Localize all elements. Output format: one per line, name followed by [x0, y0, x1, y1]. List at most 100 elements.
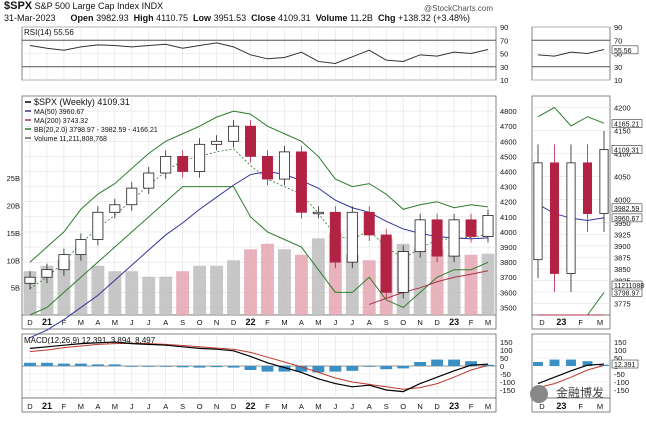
- zoom-bollinger-upper-line: [537, 106, 605, 127]
- macd-histogram-bar: [397, 366, 410, 369]
- zoom-macd-last-box: [611, 359, 639, 369]
- volume-bar: [176, 271, 190, 315]
- zoom-rsi-tick-label: 30: [614, 63, 622, 72]
- macd-histogram-bar: [176, 366, 189, 368]
- x-tick-label: M: [315, 318, 321, 327]
- zoom-price-tick-label: 3875: [614, 253, 631, 262]
- zoom-price-tick-label: 4050: [614, 173, 631, 182]
- x-tick-label: N: [417, 318, 422, 327]
- price-tick-label: 3800: [500, 258, 517, 267]
- zoom-x-tick-label: D: [539, 318, 545, 327]
- x-tick-label-bottom: 22: [246, 401, 256, 411]
- volume-bar: [447, 254, 461, 315]
- candle-body: [143, 172, 155, 189]
- volume-bar: [142, 276, 156, 315]
- candle-body: [228, 125, 240, 142]
- x-tick-label: 22: [246, 317, 256, 327]
- zoom-macd-signal-line: [537, 364, 605, 389]
- candle-body: [41, 269, 53, 278]
- x-tick-label-bottom: M: [78, 402, 84, 411]
- macd-histogram-bar: [24, 362, 36, 366]
- low-label: Low: [193, 13, 212, 23]
- rsi-tick-label: 70: [500, 36, 508, 45]
- x-tick-label: M: [485, 318, 491, 327]
- candle-body: [329, 211, 341, 263]
- rsi-label: RSI(14) 55.56: [24, 28, 74, 37]
- zoom-rsi-tick-label: 10: [614, 76, 622, 85]
- high-value: 4110.75: [156, 13, 189, 23]
- volume-bar: [261, 243, 274, 315]
- zoom-price-last-box: [611, 203, 643, 213]
- index-name: S&P 500 Large Cap Index INDX: [34, 1, 164, 11]
- zoom-x-tick-label: F: [578, 318, 583, 327]
- volume-bar: [227, 260, 241, 315]
- macd-histogram-bar: [261, 366, 274, 372]
- bollinger-lower-line: [29, 186, 489, 316]
- ohlc-row: 31-Mar-2023 Open 3982.93 High 4110.75 Lo…: [4, 13, 470, 24]
- bollinger-middle-line: [29, 148, 489, 289]
- macd-histogram-bar: [41, 362, 53, 366]
- macd-tick-label: 50: [500, 354, 508, 363]
- macd-histogram-bar: [142, 366, 155, 367]
- volume-bar: [40, 265, 54, 315]
- candle-body: [194, 143, 206, 172]
- macd-histogram-bar: [465, 361, 477, 366]
- price-label: $SPX (Weekly) 4109.31: [34, 97, 130, 107]
- macd-tick-label: 150: [500, 338, 513, 347]
- price-tick-label: 4500: [500, 152, 517, 161]
- zoom-macd-histogram-bar: [582, 361, 593, 366]
- candle-body: [177, 156, 189, 172]
- candle-body: [261, 156, 273, 180]
- macd-line: [29, 341, 489, 393]
- x-tick-label-bottom: A: [163, 402, 168, 411]
- x-tick-label: J: [350, 318, 354, 327]
- legend-ma50: MA(50) 3960.67: [34, 109, 84, 116]
- legend-bb: BB(20,2.0) 3798.97 - 3982.59 - 4166.21: [34, 127, 158, 134]
- macd-tick-label: 100: [500, 346, 513, 355]
- volume-bar: [91, 265, 105, 315]
- x-tick-label-bottom: M: [112, 402, 118, 411]
- zoom-price-last-label: 11211088: [614, 283, 644, 290]
- zoom-macd-tick-label: 50: [614, 354, 622, 363]
- x-tick-label-bottom: A: [95, 402, 100, 411]
- zoom-x-tick-label-bottom: F: [578, 402, 583, 411]
- zoom-x-tick-label-bottom: M: [597, 402, 603, 411]
- candle-body: [75, 239, 87, 255]
- x-tick-label-bottom: S: [384, 402, 389, 411]
- candle-body: [58, 254, 70, 271]
- candle-body: [295, 151, 307, 213]
- zoom-macd-tick-label: 150: [614, 338, 627, 347]
- macd-histogram-bar: [57, 363, 70, 366]
- volume-bar: [244, 249, 257, 315]
- x-tick-label: 23: [449, 317, 459, 327]
- volume-bar: [108, 271, 122, 315]
- macd-histogram-bar: [380, 366, 393, 370]
- close-label: Close: [251, 13, 276, 23]
- x-tick-label: S: [180, 318, 185, 327]
- bollinger-upper-line: [29, 110, 489, 263]
- zoom-x-tick-label-bottom: D: [539, 402, 545, 411]
- x-tick-label: F: [469, 318, 474, 327]
- volume-tick-label: 15B: [7, 229, 20, 238]
- x-tick-label: O: [197, 318, 203, 327]
- zoom-price-tick-label: 3850: [614, 265, 631, 274]
- x-tick-label-bottom: A: [299, 402, 304, 411]
- volume-bar: [74, 254, 88, 315]
- zoom-price-last-label: 4165.21: [614, 122, 639, 129]
- macd-histogram-bar: [431, 359, 444, 366]
- zoom-price-last-box: [611, 213, 643, 223]
- x-tick-label-bottom: A: [367, 402, 372, 411]
- price-tick-label: 4700: [500, 122, 517, 131]
- x-tick-label-bottom: J: [147, 402, 151, 411]
- volume-bar: [294, 254, 308, 315]
- macd-label: MACD(12,26,9) 12.391, 3.894, 8.497: [24, 336, 156, 345]
- price-tick-label: 3900: [500, 243, 517, 252]
- price-tick-label: 3600: [500, 288, 517, 297]
- zoom-candle-body: [582, 162, 593, 214]
- macd-histogram-bar: [74, 363, 87, 366]
- x-tick-label: M: [78, 318, 84, 327]
- volume-bar: [464, 254, 478, 315]
- candle-body: [448, 219, 460, 257]
- zoom-price-last-box: [611, 280, 643, 290]
- macd-tick-label: 0: [500, 362, 504, 371]
